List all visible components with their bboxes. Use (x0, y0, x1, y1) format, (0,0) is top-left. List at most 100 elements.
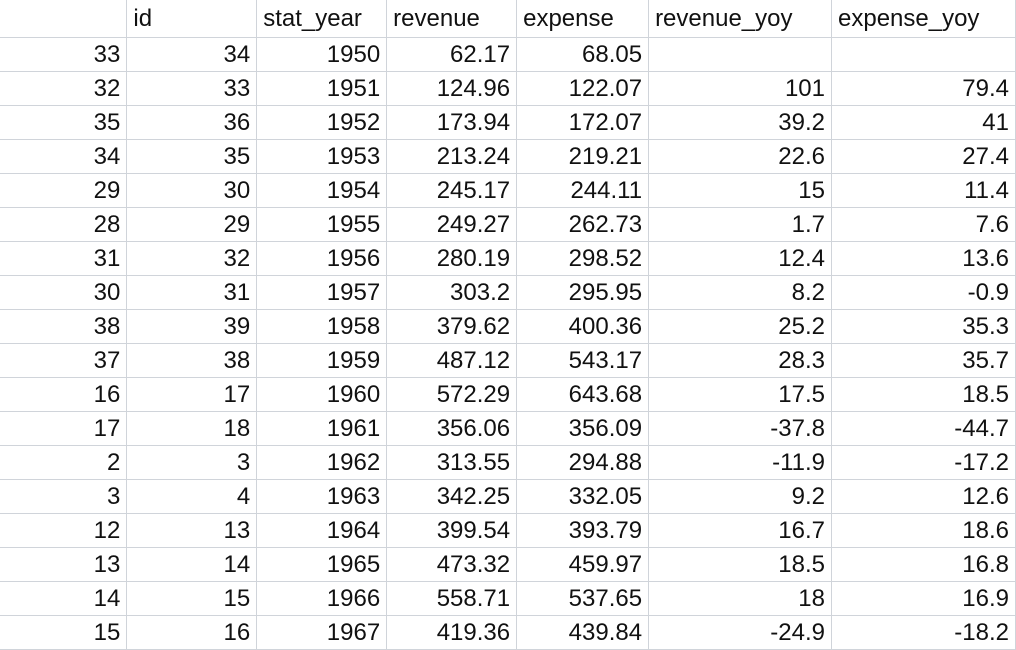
cell-revenue[interactable]: 473.32 (386, 546, 518, 582)
cell-stat-year[interactable]: 1962 (256, 444, 388, 480)
cell-revenue-yoy[interactable]: 22.6 (648, 138, 832, 174)
cell-index[interactable]: 13 (0, 546, 128, 582)
cell-expense[interactable]: 439.84 (516, 614, 650, 650)
column-header-id[interactable]: id (126, 0, 258, 38)
cell-stat-year[interactable]: 1953 (256, 138, 388, 174)
cell-stat-year[interactable]: 1951 (256, 70, 388, 106)
cell-index[interactable]: 29 (0, 172, 128, 208)
cell-revenue[interactable]: 245.17 (386, 172, 518, 208)
cell-expense[interactable]: 459.97 (516, 546, 650, 582)
cell-expense[interactable]: 68.05 (516, 36, 650, 72)
cell-stat-year[interactable]: 1959 (256, 342, 388, 378)
cell-expense[interactable]: 393.79 (516, 512, 650, 548)
cell-stat-year[interactable]: 1965 (256, 546, 388, 582)
cell-revenue[interactable]: 356.06 (386, 410, 518, 446)
cell-index[interactable]: 28 (0, 206, 128, 242)
cell-expense[interactable]: 219.21 (516, 138, 650, 174)
cell-expense-yoy[interactable]: -0.9 (831, 274, 1016, 310)
cell-stat-year[interactable]: 1967 (256, 614, 388, 650)
cell-expense-yoy[interactable]: 18.6 (831, 512, 1016, 548)
cell-index[interactable]: 38 (0, 308, 128, 344)
cell-id[interactable]: 29 (126, 206, 258, 242)
cell-index[interactable]: 15 (0, 614, 128, 650)
cell-id[interactable]: 31 (126, 274, 258, 310)
cell-expense[interactable]: 122.07 (516, 70, 650, 106)
cell-expense[interactable]: 332.05 (516, 478, 650, 514)
cell-expense-yoy[interactable]: -17.2 (831, 444, 1016, 480)
cell-expense-yoy[interactable]: 18.5 (831, 376, 1016, 412)
cell-id[interactable]: 17 (126, 376, 258, 412)
cell-index[interactable]: 16 (0, 376, 128, 412)
cell-index[interactable]: 35 (0, 104, 128, 140)
cell-revenue[interactable]: 303.2 (386, 274, 518, 310)
cell-id[interactable]: 39 (126, 308, 258, 344)
cell-expense[interactable]: 294.88 (516, 444, 650, 480)
cell-index[interactable]: 33 (0, 36, 128, 72)
cell-revenue[interactable]: 419.36 (386, 614, 518, 650)
cell-revenue-yoy[interactable] (648, 36, 832, 72)
cell-expense-yoy[interactable]: -18.2 (831, 614, 1016, 650)
cell-revenue-yoy[interactable]: 9.2 (648, 478, 832, 514)
cell-expense-yoy[interactable]: 41 (831, 104, 1016, 140)
column-header-expense[interactable]: expense (516, 0, 650, 38)
cell-revenue[interactable]: 558.71 (386, 580, 518, 616)
cell-id[interactable]: 16 (126, 614, 258, 650)
cell-expense-yoy[interactable]: 35.3 (831, 308, 1016, 344)
cell-id[interactable]: 15 (126, 580, 258, 616)
cell-revenue-yoy[interactable]: 101 (648, 70, 832, 106)
cell-revenue[interactable]: 173.94 (386, 104, 518, 140)
cell-expense[interactable]: 400.36 (516, 308, 650, 344)
cell-revenue-yoy[interactable]: 18.5 (648, 546, 832, 582)
cell-revenue-yoy[interactable]: 18 (648, 580, 832, 616)
column-header-expense-yoy[interactable]: expense_yoy (831, 0, 1016, 38)
cell-stat-year[interactable]: 1958 (256, 308, 388, 344)
cell-index[interactable]: 30 (0, 274, 128, 310)
cell-revenue[interactable]: 487.12 (386, 342, 518, 378)
cell-revenue[interactable]: 313.55 (386, 444, 518, 480)
cell-revenue-yoy[interactable]: 25.2 (648, 308, 832, 344)
cell-id[interactable]: 30 (126, 172, 258, 208)
cell-expense[interactable]: 295.95 (516, 274, 650, 310)
cell-index[interactable]: 34 (0, 138, 128, 174)
cell-id[interactable]: 13 (126, 512, 258, 548)
cell-index[interactable]: 31 (0, 240, 128, 276)
cell-id[interactable]: 36 (126, 104, 258, 140)
cell-revenue[interactable]: 62.17 (386, 36, 518, 72)
cell-revenue[interactable]: 124.96 (386, 70, 518, 106)
cell-stat-year[interactable]: 1960 (256, 376, 388, 412)
cell-expense-yoy[interactable]: 12.6 (831, 478, 1016, 514)
cell-id[interactable]: 3 (126, 444, 258, 480)
cell-expense-yoy[interactable]: 11.4 (831, 172, 1016, 208)
cell-expense-yoy[interactable]: 13.6 (831, 240, 1016, 276)
cell-index[interactable]: 3 (0, 478, 128, 514)
cell-revenue-yoy[interactable]: 28.3 (648, 342, 832, 378)
cell-expense-yoy[interactable]: -44.7 (831, 410, 1016, 446)
cell-stat-year[interactable]: 1954 (256, 172, 388, 208)
cell-expense[interactable]: 537.65 (516, 580, 650, 616)
cell-stat-year[interactable]: 1961 (256, 410, 388, 446)
cell-stat-year[interactable]: 1950 (256, 36, 388, 72)
cell-stat-year[interactable]: 1955 (256, 206, 388, 242)
cell-expense-yoy[interactable] (831, 36, 1016, 72)
cell-revenue-yoy[interactable]: 39.2 (648, 104, 832, 140)
cell-revenue-yoy[interactable]: 17.5 (648, 376, 832, 412)
cell-stat-year[interactable]: 1957 (256, 274, 388, 310)
cell-id[interactable]: 4 (126, 478, 258, 514)
cell-expense[interactable]: 543.17 (516, 342, 650, 378)
cell-id[interactable]: 38 (126, 342, 258, 378)
cell-id[interactable]: 35 (126, 138, 258, 174)
cell-revenue-yoy[interactable]: 12.4 (648, 240, 832, 276)
cell-revenue-yoy[interactable]: -11.9 (648, 444, 832, 480)
cell-revenue-yoy[interactable]: -37.8 (648, 410, 832, 446)
cell-revenue[interactable]: 213.24 (386, 138, 518, 174)
cell-expense-yoy[interactable]: 16.9 (831, 580, 1016, 616)
cell-revenue-yoy[interactable]: 1.7 (648, 206, 832, 242)
cell-id[interactable]: 18 (126, 410, 258, 446)
cell-revenue-yoy[interactable]: 15 (648, 172, 832, 208)
cell-revenue[interactable]: 249.27 (386, 206, 518, 242)
cell-expense[interactable]: 643.68 (516, 376, 650, 412)
cell-expense[interactable]: 298.52 (516, 240, 650, 276)
cell-revenue[interactable]: 280.19 (386, 240, 518, 276)
cell-index[interactable]: 12 (0, 512, 128, 548)
cell-revenue-yoy[interactable]: 16.7 (648, 512, 832, 548)
